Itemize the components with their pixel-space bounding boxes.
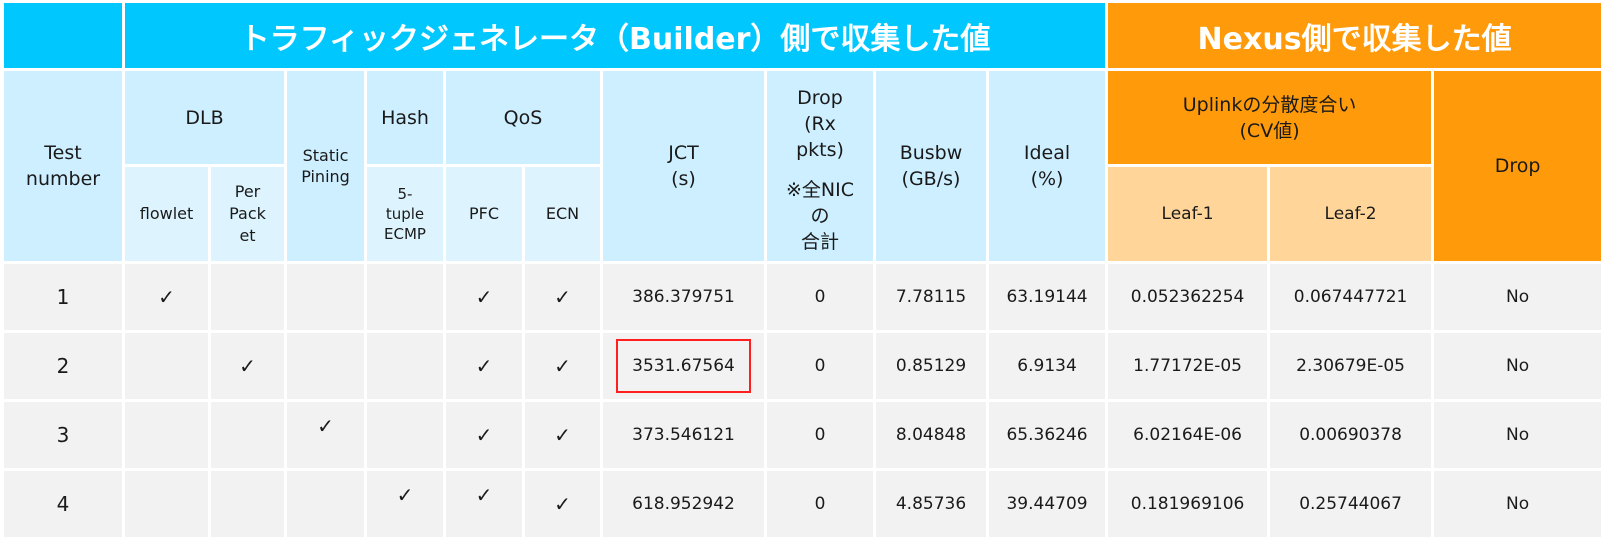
builder-banner: トラフィックジェネレータ（Builder）側で収集した値 [121,0,1109,71]
drop-cell: No [1431,261,1603,333]
test-number-cell: 3 [1,399,125,471]
drop-cell: No [1431,330,1603,402]
leaf1-cell: 0.181969106 [1105,468,1271,540]
drop-rx-cell: 0 [764,399,876,471]
per-packet-header: Per Pack et [208,164,287,264]
test-number-header: Test number [1,68,125,264]
drop-rx-cell: 0 [764,261,876,333]
busbw-cell: 8.04848 [873,399,989,471]
five-tuple-cell [364,399,446,471]
pfc-cell: ✓ [443,261,525,333]
five-tuple-cell [364,330,446,402]
table-row: 3 ✓ ✓ ✓ 373.546121 0 8.04848 65.36246 6.… [1,399,1603,471]
five-tuple-label: 5- tuple ECMP [384,185,426,243]
static-pining-cell [284,261,367,333]
ideal-cell: 6.9134 [985,330,1109,402]
pfc-cell: ✓ [443,468,525,540]
per-packet-cell [208,399,287,471]
drop-note-label: ※全NIC の 合計 [785,179,854,253]
drop-rx-label: Drop (Rx pkts) [796,87,844,161]
test-number-label: Test number [25,142,101,190]
five-tuple-cell: ✓ [364,468,446,540]
leaf2-cell: 0.067447721 [1267,261,1435,333]
static-pining-cell [284,330,367,402]
leaf2-cell: 0.25744067 [1267,468,1435,540]
ideal-cell: 65.36246 [985,399,1109,471]
pfc-header: PFC [443,164,525,264]
per-packet-cell [208,468,287,540]
ideal-cell: 63.19144 [985,261,1109,333]
static-pining-cell: ✓ [284,399,367,471]
flowlet-cell [122,468,211,540]
drop-rx-cell: 0 [764,468,876,540]
ecn-cell: ✓ [522,399,603,471]
table-row: 4 ✓ ✓ ✓ 618.952942 0 4.85736 39.44709 0.… [1,468,1603,540]
flowlet-cell [122,330,211,402]
test-number-cell: 2 [1,330,125,402]
table-row: 2 ✓ ✓ ✓ 3531.67564 0 0.85129 6.9134 1.77… [1,330,1603,402]
five-tuple-header: 5- tuple ECMP [364,164,446,264]
qos-header: QoS [443,68,603,167]
jct-header: JCT (s) [600,68,767,264]
static-pining-cell [284,468,367,540]
leaf1-cell: 6.02164E-06 [1105,399,1271,471]
nexus-banner: Nexus側で収集した値 [1105,0,1603,71]
five-tuple-cell [364,261,446,333]
ecn-cell: ✓ [522,330,603,402]
header-row-2: flowlet Per Pack et 5- tuple ECMP PFC EC… [3,164,1603,264]
drop-header: Drop [1431,68,1603,264]
per-packet-cell: ✓ [208,330,287,402]
banner-row: トラフィックジェネレータ（Builder）側で収集した値 Nexus側で収集した… [1,0,1603,71]
corner-cell [1,0,125,71]
leaf1-cell: 1.77172E-05 [1105,330,1271,402]
jct-highlight-box: 3531.67564 [616,339,751,393]
uplink-header: Uplinkの分散度合い (CV値) [1105,68,1435,167]
header-row-1: Test number DLB Static Pining Hash QoS J… [1,68,1603,264]
busbw-cell: 0.85129 [873,330,989,402]
busbw-label: Busbw (GB/s) [899,142,963,190]
static-pining-label: Static Pining [301,146,350,186]
per-packet-label: Per Pack et [229,182,266,245]
leaf2-cell: 0.00690378 [1267,399,1435,471]
ideal-header: Ideal (%) [985,68,1109,264]
test-number-cell: 4 [1,468,125,540]
drop-rx-header: Drop (Rx pkts) ※全NIC の 合計 [764,68,876,264]
jct-cell-highlighted: 3531.67564 [600,330,767,402]
flowlet-cell [122,399,211,471]
drop-cell: No [1431,399,1603,471]
hash-header: Hash [364,68,446,167]
dlb-header: DLB [122,68,287,167]
leaf1-cell: 0.052362254 [1105,261,1271,333]
drop-rx-cell: 0 [764,330,876,402]
jct-label: JCT (s) [668,142,699,190]
jct-cell: 386.379751 [600,261,767,333]
leaf2-cell: 2.30679E-05 [1267,330,1435,402]
ideal-cell: 39.44709 [985,468,1109,540]
results-table: トラフィックジェネレータ（Builder）側で収集した値 Nexus側で収集した… [1,0,1603,540]
pfc-cell: ✓ [443,330,525,402]
leaf1-header: Leaf-1 [1105,164,1271,264]
busbw-cell: 4.85736 [873,468,989,540]
busbw-cell: 7.78115 [873,261,989,333]
uplink-label: Uplinkの分散度合い (CV値) [1182,93,1357,142]
busbw-header: Busbw (GB/s) [873,68,989,264]
ecn-cell: ✓ [522,468,603,540]
per-packet-cell [208,261,287,333]
jct-cell: 373.546121 [600,399,767,471]
leaf2-header: Leaf-2 [1267,164,1435,264]
ideal-label: Ideal (%) [1023,142,1071,190]
pfc-cell: ✓ [443,399,525,471]
ecn-cell: ✓ [522,261,603,333]
test-number-cell: 1 [1,261,125,333]
jct-cell: 618.952942 [600,468,767,540]
table-row: 1 ✓ ✓ ✓ 386.379751 0 7.78115 63.19144 0.… [1,261,1603,333]
flowlet-cell: ✓ [122,261,211,333]
flowlet-header: flowlet [122,164,211,264]
static-pining-header: Static Pining [284,68,367,264]
ecn-header: ECN [522,164,603,264]
drop-cell: No [1431,468,1603,540]
